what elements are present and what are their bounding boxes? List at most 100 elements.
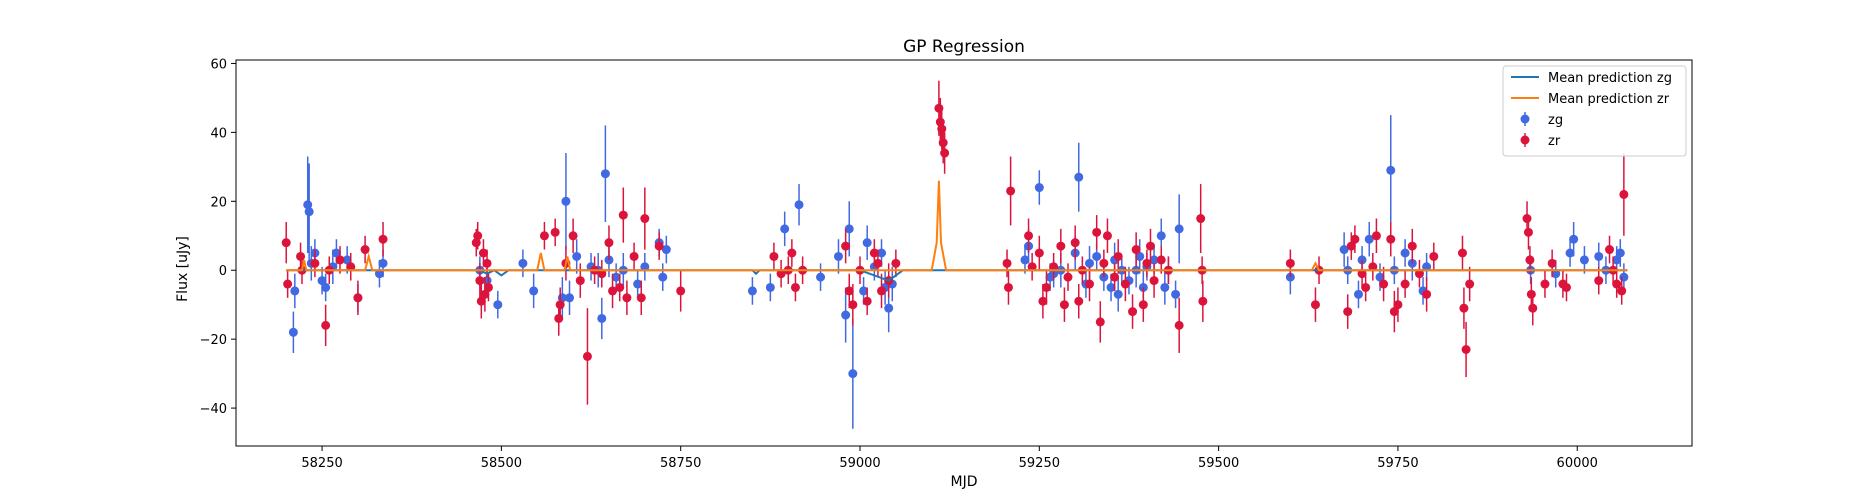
point-zr xyxy=(482,258,492,268)
point-zr xyxy=(615,282,625,292)
point-zg xyxy=(529,286,539,296)
point-zr xyxy=(1371,231,1381,241)
point-zg xyxy=(572,251,582,261)
point-zr xyxy=(1528,303,1538,313)
point-zg xyxy=(661,245,671,255)
x-tick-label: 59000 xyxy=(839,456,880,471)
point-zr xyxy=(938,138,948,148)
point-zr xyxy=(1393,300,1403,310)
point-zr xyxy=(790,282,800,292)
point-zr xyxy=(1034,248,1044,258)
point-zg xyxy=(1092,251,1102,261)
point-zg xyxy=(658,272,668,282)
point-zr xyxy=(539,231,549,241)
point-zr xyxy=(1149,276,1159,286)
point-zr xyxy=(1285,258,1295,268)
point-zr xyxy=(1027,262,1037,272)
point-zr xyxy=(1357,269,1367,279)
point-zg xyxy=(1353,289,1363,299)
point-zr xyxy=(844,286,854,296)
point-zr xyxy=(353,293,363,303)
point-zg xyxy=(1149,255,1159,265)
legend-label: zg xyxy=(1548,113,1563,128)
point-zr xyxy=(1024,231,1034,241)
point-zr xyxy=(604,238,614,248)
point-zg xyxy=(290,286,300,296)
point-zg xyxy=(1386,165,1396,175)
point-zr xyxy=(1006,186,1016,196)
point-zr xyxy=(1414,269,1424,279)
point-zr xyxy=(1156,255,1166,265)
point-zr xyxy=(476,296,486,306)
plot-area xyxy=(281,80,1629,429)
legend-swatch-marker xyxy=(1520,114,1530,124)
point-zr xyxy=(1594,276,1604,286)
point-zr xyxy=(1386,234,1396,244)
point-zg xyxy=(1106,282,1116,292)
point-zr xyxy=(869,248,879,258)
x-tick-label: 58500 xyxy=(481,456,522,471)
point-zg xyxy=(493,300,503,310)
point-zg xyxy=(633,279,643,289)
y-tick-label: 60 xyxy=(210,57,227,72)
y-tick-label: 0 xyxy=(219,264,227,279)
point-zr xyxy=(1461,345,1471,354)
point-zg xyxy=(1579,255,1589,265)
point-zg xyxy=(518,258,528,268)
point-zr xyxy=(1145,241,1155,251)
line-mean-prediction-zr xyxy=(286,180,1628,272)
y-tick-label: −20 xyxy=(200,333,227,348)
point-zr xyxy=(1310,300,1320,310)
point-zr xyxy=(1092,227,1102,237)
point-zg xyxy=(1375,272,1385,282)
point-zr xyxy=(1099,258,1109,268)
point-zr xyxy=(475,276,485,286)
point-zg xyxy=(1615,248,1625,258)
point-zr xyxy=(1113,251,1123,261)
point-zg xyxy=(288,327,298,337)
point-zr xyxy=(1074,296,1084,306)
chart-title: GP Regression xyxy=(903,37,1025,57)
point-zr xyxy=(296,251,306,261)
legend-swatch-marker xyxy=(1520,135,1530,145)
point-zr xyxy=(283,279,293,289)
point-zg xyxy=(794,200,804,210)
point-zr xyxy=(1422,289,1432,299)
point-zr xyxy=(1038,296,1048,306)
point-zr xyxy=(471,238,481,248)
point-zg xyxy=(841,310,851,320)
point-zg xyxy=(1156,231,1166,241)
point-zg xyxy=(1594,251,1604,261)
point-zr xyxy=(862,296,872,306)
point-zr xyxy=(940,148,950,158)
point-zr xyxy=(1120,279,1130,289)
point-zr xyxy=(640,214,650,224)
point-zr xyxy=(1095,317,1105,327)
point-zr xyxy=(1522,214,1532,224)
point-zr xyxy=(1540,279,1550,289)
point-zr xyxy=(622,293,632,303)
point-zr xyxy=(1429,251,1439,261)
point-zg xyxy=(1339,245,1349,255)
point-zr xyxy=(1617,286,1627,296)
point-zr xyxy=(555,300,565,310)
x-tick-label: 60000 xyxy=(1557,456,1598,471)
point-zg xyxy=(859,286,869,296)
point-zr xyxy=(1049,262,1059,272)
point-zg xyxy=(1619,272,1629,282)
point-zr xyxy=(1085,279,1095,289)
legend-label: zr xyxy=(1548,134,1561,149)
x-tick-label: 58250 xyxy=(301,456,342,471)
point-zg xyxy=(877,248,887,258)
point-zr xyxy=(582,351,592,361)
x-tick-label: 59500 xyxy=(1198,456,1239,471)
point-zr xyxy=(378,234,388,244)
point-zg xyxy=(1113,289,1123,299)
point-zr xyxy=(1368,262,1378,272)
legend-box xyxy=(1502,65,1687,157)
point-zr xyxy=(1102,231,1112,241)
point-zr xyxy=(1350,234,1360,244)
point-zr xyxy=(1457,248,1467,258)
y-tick-label: 20 xyxy=(210,195,227,210)
point-zr xyxy=(346,262,356,272)
